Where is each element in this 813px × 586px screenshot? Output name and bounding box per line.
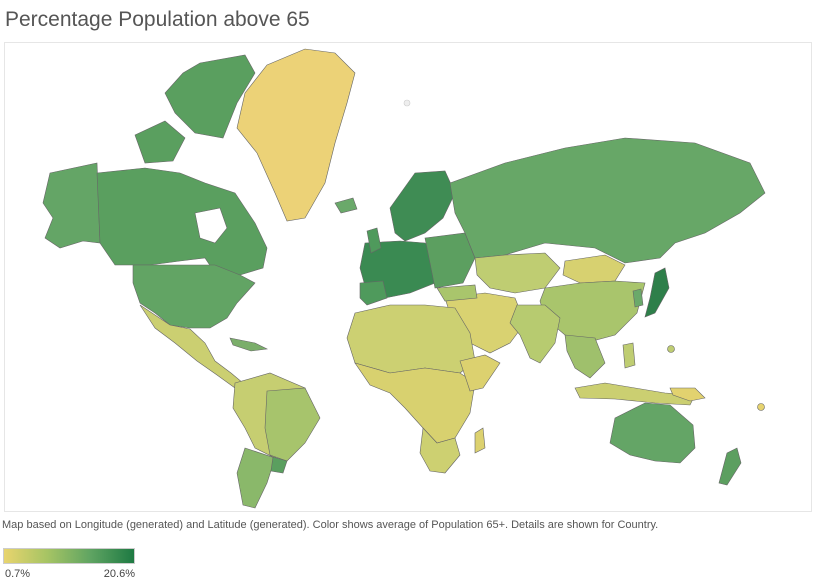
region-argentina-chile[interactable] [236,447,276,509]
region-central-asia[interactable] [474,252,561,294]
map-caption: Map based on Longitude (generated) and L… [2,519,659,531]
region-iberia[interactable] [359,280,388,306]
region-brazil[interactable] [264,387,321,462]
region-new-zealand[interactable] [718,447,742,486]
region-india[interactable] [509,304,561,364]
map-title: Percentage Population above 65 [5,8,310,31]
region-north-africa[interactable] [346,304,476,374]
region-canada[interactable] [96,167,268,276]
region-horn-of-africa[interactable] [459,354,501,392]
world-map-svg[interactable] [5,43,811,511]
region-madagascar[interactable] [474,427,486,454]
region-russia[interactable] [449,137,766,264]
region-uruguay[interactable] [270,456,288,474]
region-arctic-isl-2[interactable] [134,120,186,164]
region-island-1[interactable] [667,345,675,353]
region-uk[interactable] [366,227,382,254]
region-philippines[interactable] [622,342,636,369]
region-caribbean[interactable] [229,337,269,352]
region-southern-africa[interactable] [419,427,461,474]
region-turkey[interactable] [436,284,478,302]
region-papua[interactable] [669,387,706,402]
color-gradient-bar [3,548,135,564]
legend-max-label: 20.6% [103,568,135,580]
color-legend: 0.7% 20.6% [3,548,135,580]
region-island-3[interactable] [403,99,411,107]
region-japan[interactable] [644,267,670,318]
region-island-2[interactable] [757,403,765,411]
region-australia[interactable] [609,402,696,464]
region-greenland[interactable] [236,48,356,222]
region-mongolia[interactable] [562,254,626,284]
hudson-bay [194,207,228,244]
region-iceland[interactable] [334,197,358,214]
region-scandinavia[interactable] [389,170,456,242]
region-canada-islands[interactable] [164,54,256,139]
region-se-asia[interactable] [564,334,606,379]
region-usa[interactable] [132,264,256,329]
legend-min-label: 0.7% [5,568,31,580]
region-korea[interactable] [632,288,644,308]
region-central-africa[interactable] [354,362,476,444]
region-alaska[interactable] [42,162,101,249]
world-map[interactable] [4,42,812,512]
